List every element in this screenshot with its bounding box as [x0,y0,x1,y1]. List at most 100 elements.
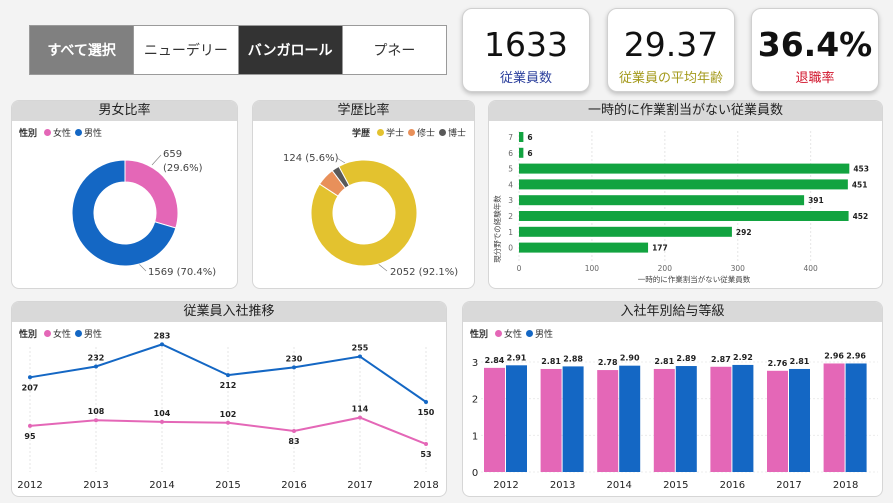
kpi-average-age: 29.37 従業員の平均年齢 [607,8,735,92]
legend-item-female[interactable]: 女性 [495,327,522,340]
bar-value-label: 451 [852,180,868,189]
data-point [292,429,296,434]
bench-bar [519,147,524,158]
bench-bar-chart: 現分野での経験年数 一時的に作業割当がない従業員数 0 100 200 300 400 7… [492,131,869,284]
data-label: 207 [22,383,39,392]
tab-new-delhi[interactable]: ニューデリー [134,26,239,74]
hiring-line-chart: 2012 2013 2014 2015 2016 2017 2018 95 108 104 102 8… [17,331,438,491]
y-axis-title: 現分野での経験年数 [492,195,502,263]
y-tick-label: 1 [508,228,513,237]
legend-item-master[interactable]: 修士 [408,126,435,139]
gender-legend: 性別 女性 男性 [19,126,102,139]
bar-value-label: 6 [527,149,532,158]
kpi-label: 従業員数 [499,71,552,86]
bench-bar [519,211,849,221]
bar-value-label: 2.89 [676,354,696,363]
x-tick-label: 200 [658,264,673,273]
legend-item-male[interactable]: 男性 [526,327,553,340]
card-title: 入社年別給与等級 [463,302,882,322]
card-title: 学歴比率 [253,101,474,121]
data-point [28,375,32,380]
hiring-trend-card: 従業員入社推移 性別 女性 男性 2012 2013 2014 2015 2016 201… [11,301,447,497]
data-label: 108 [88,407,105,416]
x-tick-label: 2015 [215,480,240,491]
male-bar [619,365,641,472]
data-point [424,400,428,404]
y-tick-label: 5 [508,165,513,174]
donut-slice [71,159,177,267]
data-label: 83 [288,437,299,446]
data-point [358,415,362,420]
kpi-attrition-rate: 36.4% 退職率 [751,8,879,92]
tab-bangalore[interactable]: バンガロール [238,26,343,74]
y-tick-label: 6 [508,149,513,158]
male-bar [845,363,867,472]
bar-value-label: 2.81 [654,357,674,366]
data-label: 114 [352,405,369,414]
bar-value-label: 6 [527,133,532,142]
bar-value-label: 2.87 [711,355,731,364]
salary-legend: 性別 女性 男性 [470,327,553,340]
bar-value-label: 2.92 [733,353,753,362]
legend-item-male[interactable]: 男性 [75,327,102,340]
x-tick-label: 2012 [17,480,42,491]
x-tick-label: 2016 [720,480,745,491]
legend-item-male[interactable]: 男性 [75,126,102,139]
tab-select-all[interactable]: すべて選択 [30,26,135,74]
kpi-value: 36.4% [757,25,873,64]
legend-title: 性別 [470,330,489,340]
kpi-label: 従業員の平均年齢 [618,71,723,86]
gender-ratio-card: 男女比率 性別 女性 男性 659 (29.6%) 1569 (70.4%) [11,100,238,289]
legend-item-female[interactable]: 女性 [44,327,71,340]
male-value-label: 1569 (70.4%) [148,267,216,278]
card-title: 男女比率 [12,101,237,121]
y-tick-label: 0 [508,244,513,253]
data-label: 95 [24,432,36,441]
bench-bar [519,163,850,174]
education-donut-chart: 124 (5.6%) 2052 (92.1%) [283,153,458,278]
female-bar [484,367,505,472]
kpi-employee-count: 1633 従業員数 [462,8,590,92]
x-tick-label: 0 [517,264,522,273]
kpi-label: 退職率 [795,71,835,86]
data-label: 104 [154,409,171,418]
data-label: 283 [154,331,171,340]
legend-item-female[interactable]: 女性 [44,126,71,139]
female-bar [767,370,788,472]
bench-employees-card: 一時的に作業割当がない従業員数 現分野での経験年数 一時的に作業割当がない従業員… [488,100,883,289]
female-pct-label: (29.6%) [163,163,203,174]
data-point [226,373,230,378]
hiring-legend: 性別 女性 男性 [19,327,102,340]
x-tick-label: 2018 [833,480,858,491]
legend-item-bachelor[interactable]: 学士 [377,126,404,139]
data-point [160,342,164,347]
bar-value-label: 2.84 [485,356,505,365]
office-filter: すべて選択 ニューデリー バンガロール プネー [29,25,447,75]
bar-value-label: 2.90 [620,354,640,363]
bar-value-label: 2.78 [598,358,618,367]
legend-title: 学歴 [352,129,371,139]
data-point [94,418,98,423]
bar-value-label: 2.76 [768,359,788,368]
x-tick-label: 2016 [281,480,306,491]
legend-item-doctor[interactable]: 博士 [439,126,466,139]
tab-pune[interactable]: プネー [373,43,416,59]
female-bar [597,370,619,472]
kpi-value: 29.37 [623,25,719,64]
x-tick-label: 2017 [347,480,372,491]
data-point [226,420,230,425]
data-label: 53 [420,450,431,459]
bar-value-label: 292 [736,228,752,237]
data-label: 150 [418,408,435,417]
male-bar [732,364,754,472]
salary-grade-card: 入社年別給与等級 性別 女性 男性 0 1 2 3 2.84 2.91 2012 2.81 2.… [462,301,883,497]
bachelor-value-label: 2052 (92.1%) [390,267,458,278]
y-tick-label: 0 [472,468,478,479]
x-tick-label: 2018 [413,480,438,491]
legend-title: 性別 [19,330,38,340]
data-point [424,442,428,447]
bench-bar [519,226,732,237]
female-bar [710,366,732,472]
female-value-label: 659 [163,149,182,160]
